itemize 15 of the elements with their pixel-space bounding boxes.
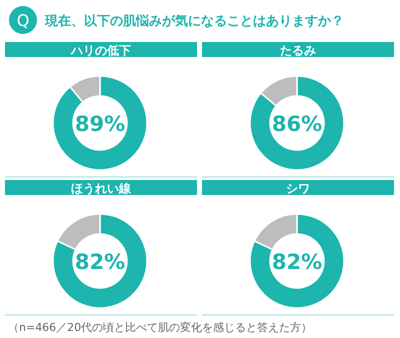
text: Q — [16, 11, 30, 30]
data-label: 82% — [74, 250, 126, 274]
data-label: 89% — [74, 112, 126, 136]
chart-title: シワ — [286, 182, 310, 196]
donut-slice — [52, 75, 148, 171]
donut-slice — [249, 75, 345, 171]
text: （n=466／20代の頃と比べて肌の変化を感じると答えた方） — [8, 321, 312, 334]
donut-slice — [52, 213, 148, 309]
text: 現在、以下の肌悩みが気になることはありますか？ — [44, 14, 344, 29]
data-label: 82% — [272, 250, 322, 274]
chart-title: たるみ — [280, 44, 316, 58]
data-label: 86% — [272, 112, 322, 136]
donut-slice — [249, 213, 345, 309]
chart-title: ハリの低下 — [70, 44, 131, 58]
chart-title: ほうれい線 — [71, 182, 132, 196]
